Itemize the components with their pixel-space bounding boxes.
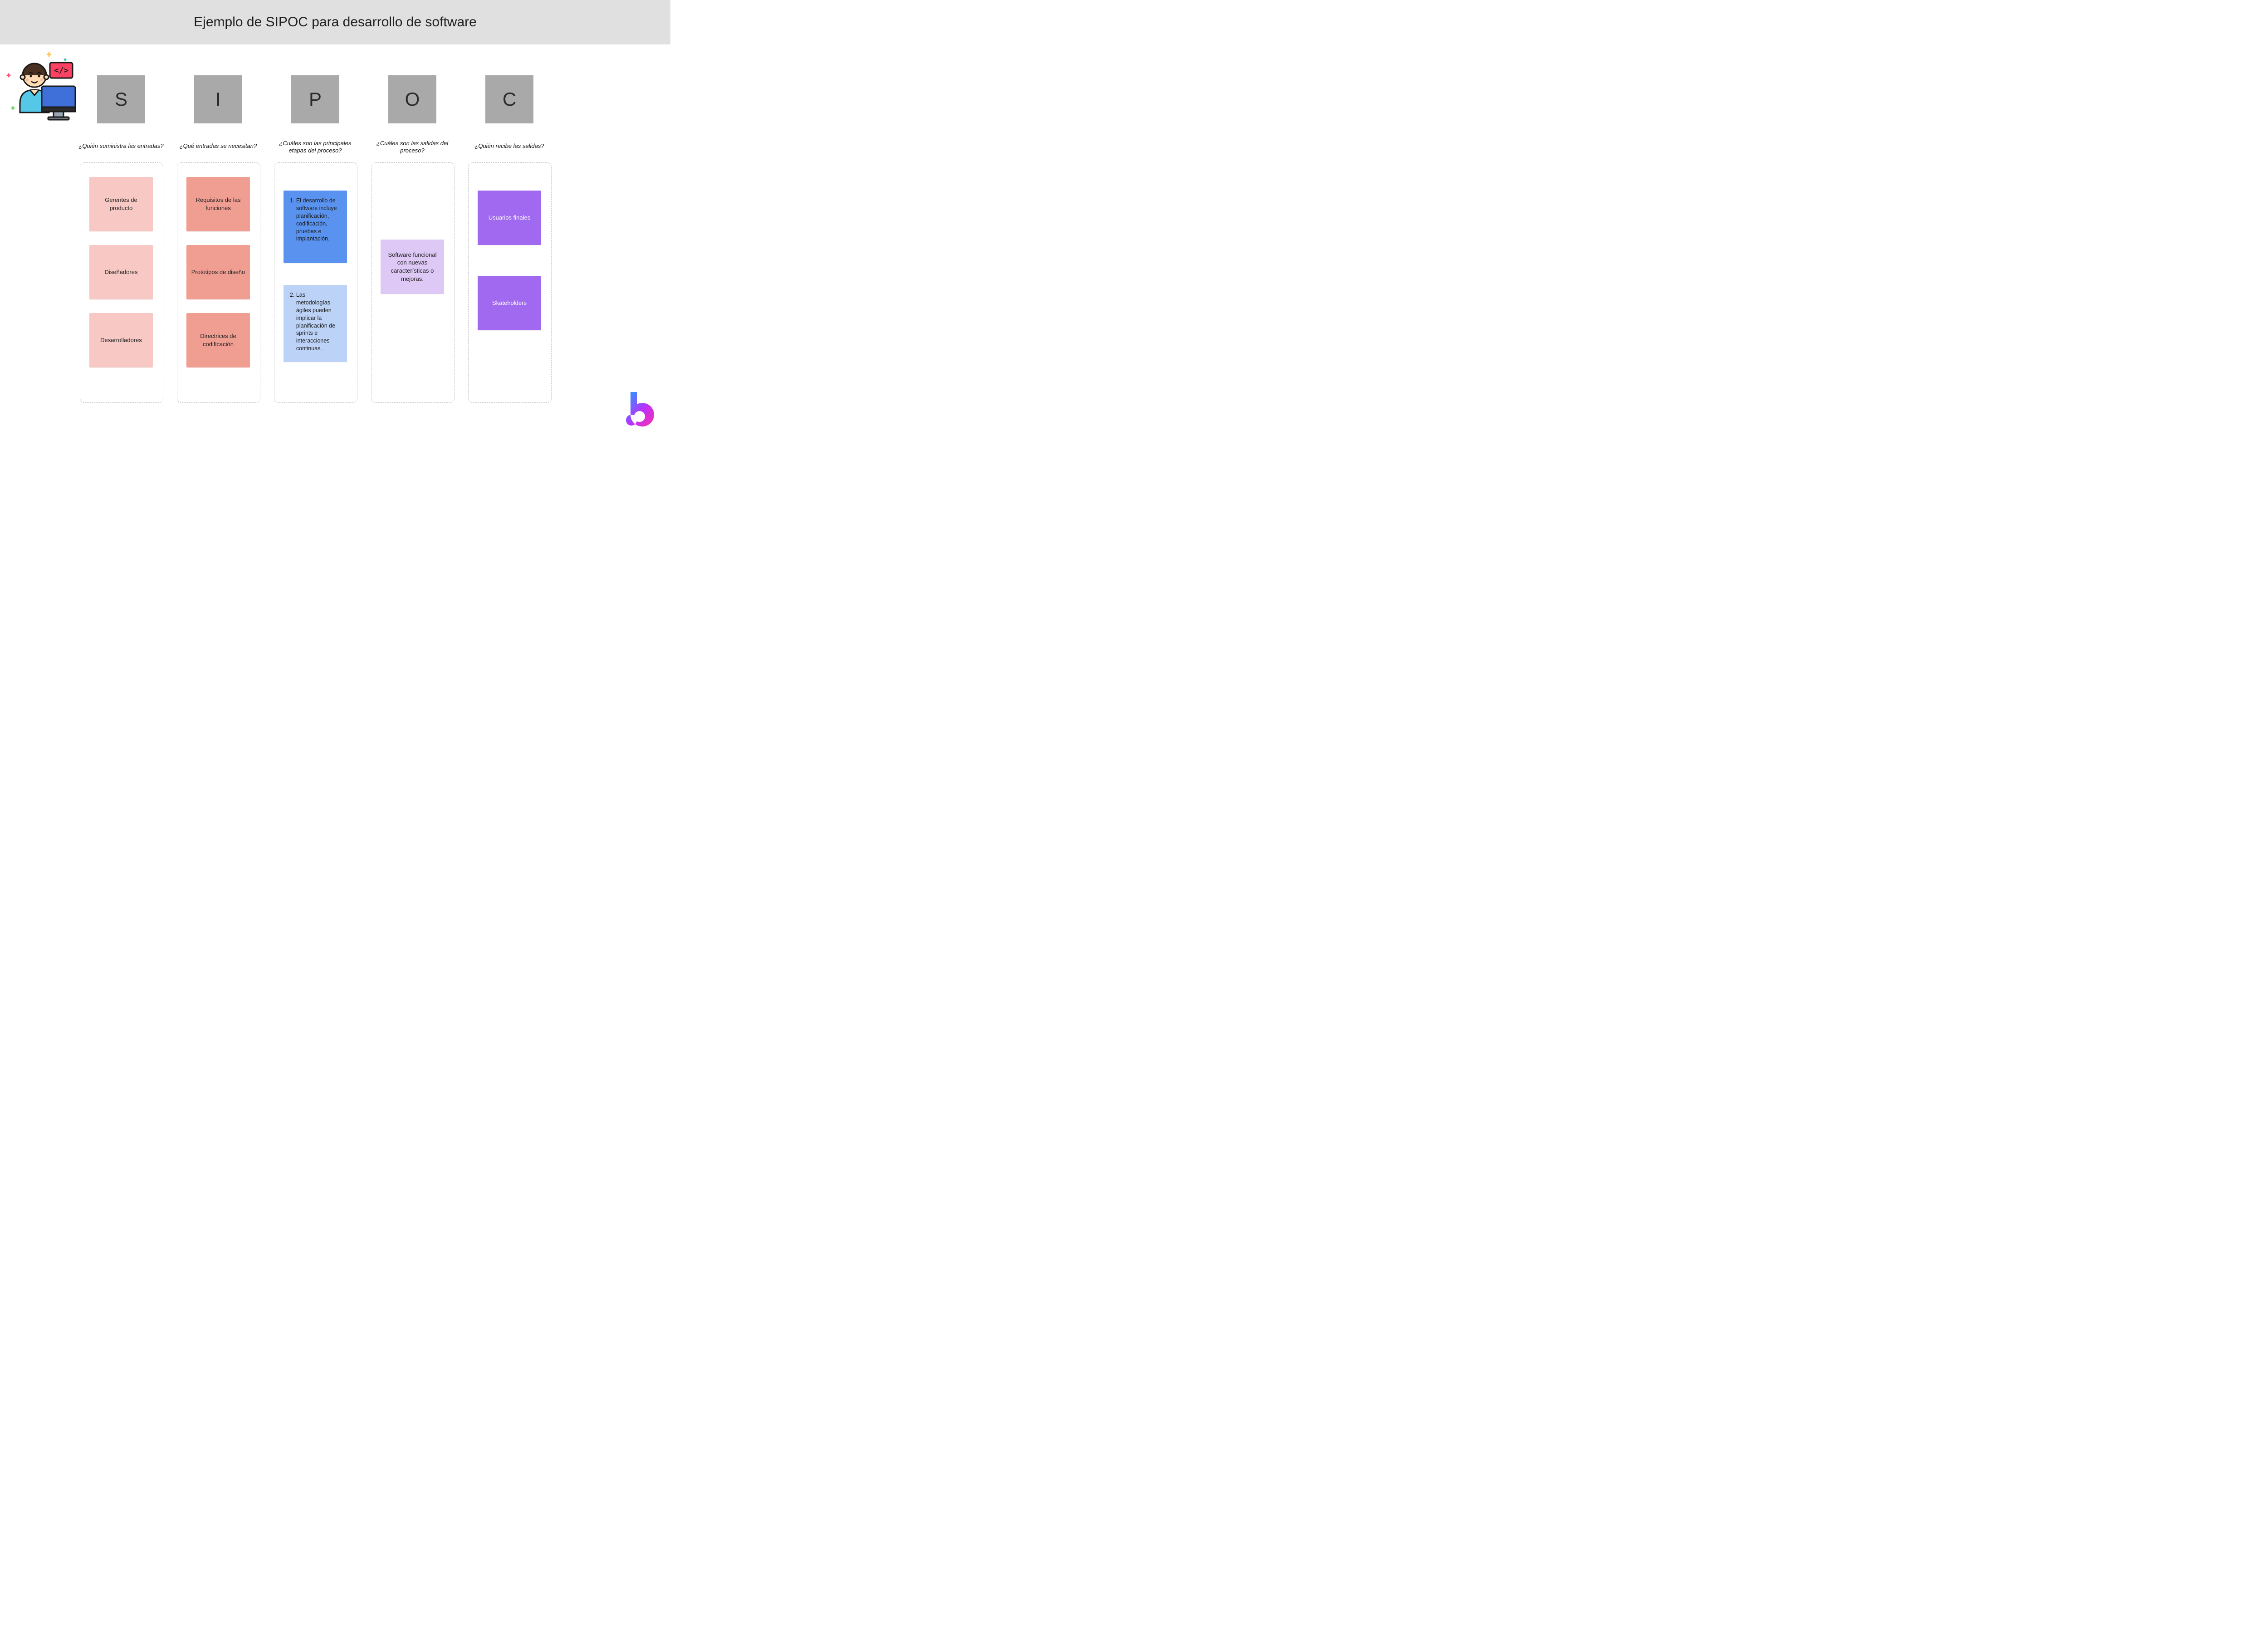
sipoc-question-c: ¿Quién recibe las salidas? [466, 142, 552, 150]
sticky-note: Gerentes de producto [89, 177, 153, 231]
svg-text:</>: </> [54, 66, 69, 75]
sipoc-question-s: ¿Quién suministra las entradas? [78, 142, 164, 150]
page-title: Ejemplo de SIPOC para desarrollo de soft… [194, 15, 477, 30]
sticky-note: Usuarios finales [478, 191, 541, 245]
title-bar: Ejemplo de SIPOC para desarrollo de soft… [0, 0, 670, 44]
sticky-note: Skateholders [478, 276, 541, 330]
sticky-note: Prototipos de diseño [186, 245, 250, 299]
sticky-note: Requisitos de las funciones [186, 177, 250, 231]
list-number: 2. [290, 291, 296, 353]
sticky-note: 1. El desarrollo de software incluye pla… [284, 191, 347, 263]
sticky-note: Desarrolladores [89, 313, 153, 367]
sipoc-question-p: ¿Cuáles son las principales etapas del p… [272, 140, 358, 155]
sipoc-header-p: P [291, 75, 339, 123]
sipoc-header-s: S [97, 75, 145, 123]
sticky-text: Las metodologías ágiles pueden implicar … [296, 291, 341, 353]
sipoc-header-o: O [388, 75, 436, 123]
sticky-note: 2. Las metodologías ágiles pueden implic… [284, 285, 347, 362]
brand-logo [621, 390, 657, 431]
sticky-note: Software funcional con nuevas caracterís… [381, 240, 444, 294]
sticky-text: El desarrollo de software incluye planif… [296, 197, 341, 243]
list-number: 1. [290, 197, 296, 243]
sticky-note: Directrices de codificación [186, 313, 250, 367]
sticky-note: Diseñadores [89, 245, 153, 299]
diagram-canvas: </> S ¿Quién suministra las entradas? Gere… [0, 44, 670, 436]
sipoc-header-c: C [485, 75, 533, 123]
sipoc-question-o: ¿Cuáles son las salidas del proceso? [369, 140, 455, 155]
sipoc-question-i: ¿Qué entradas se necesitan? [175, 142, 261, 150]
developer-illustration: </> [3, 49, 80, 126]
sipoc-header-i: I [194, 75, 242, 123]
